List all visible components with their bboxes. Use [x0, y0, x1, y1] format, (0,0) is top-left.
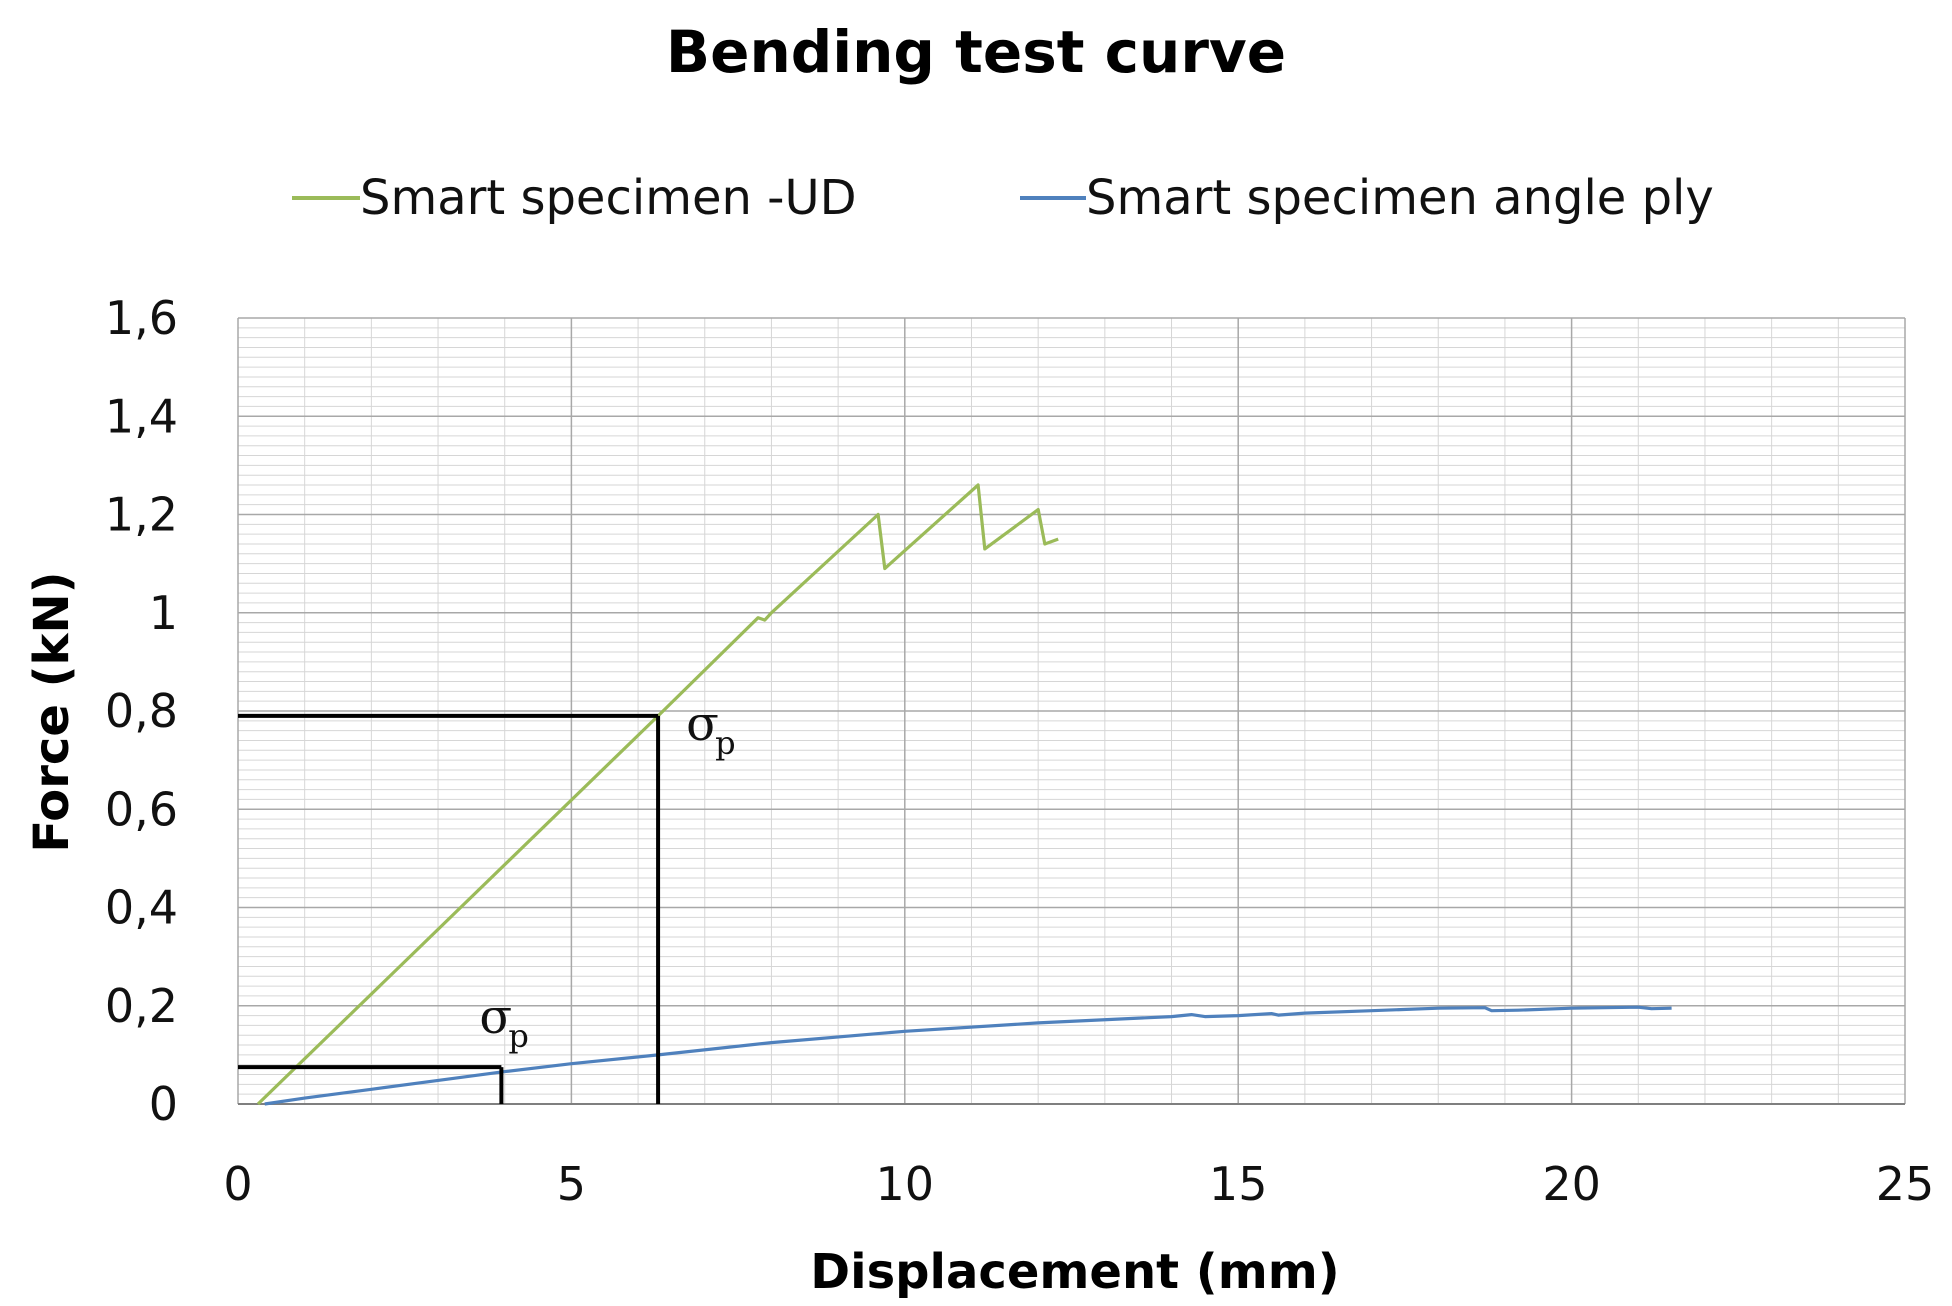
x-tick-label: 0: [223, 1157, 252, 1211]
y-tick-label: 1,2: [105, 488, 178, 542]
y-tick-label: 1,6: [105, 291, 178, 345]
annotation-sigma-label: σ: [686, 696, 719, 752]
annotation-sigma-subscript: p: [715, 724, 735, 762]
series-line-ud: [256, 483, 1059, 1106]
annotation-sigma-label: σ: [479, 989, 512, 1045]
x-tick-label: 15: [1209, 1157, 1268, 1211]
y-tick-label: 0,6: [105, 782, 178, 836]
x-axis-label: Displacement (mm): [810, 1244, 1339, 1300]
x-tick-label: 25: [1876, 1157, 1935, 1211]
y-axis-ticks: 0 0,2 0,4 0,6 0,8 1 1,2 1,4 1,6: [105, 291, 178, 1131]
legend-item-ud: Smart specimen -UD: [292, 170, 857, 226]
y-tick-label: 0,8: [105, 684, 178, 738]
legend-label-ud: Smart specimen -UD: [360, 170, 857, 226]
y-tick-label: 0,4: [105, 881, 178, 935]
legend-item-angle-ply: Smart specimen angle ply: [1020, 170, 1714, 226]
y-tick-label: 0,2: [105, 979, 178, 1033]
legend: Smart specimen -UD Smart specimen angle …: [292, 170, 1714, 226]
chart-title: Bending test curve: [666, 18, 1286, 86]
y-tick-label: 1,4: [105, 389, 178, 443]
series-layer: [256, 483, 1672, 1106]
gridlines: [237, 317, 1906, 1105]
x-tick-label: 5: [557, 1157, 586, 1211]
x-axis-ticks: 0 5 10 15 20 25: [223, 1157, 1934, 1211]
legend-label-angle-ply: Smart specimen angle ply: [1086, 170, 1714, 226]
x-tick-label: 20: [1542, 1157, 1601, 1211]
x-tick-label: 10: [876, 1157, 935, 1211]
y-tick-label: 0: [149, 1077, 178, 1131]
y-axis-label: Force (kN): [24, 571, 80, 852]
series-line-angle-ply: [264, 1005, 1672, 1106]
y-tick-label: 1: [149, 586, 178, 640]
annotation-sigma-subscript: p: [508, 1017, 528, 1055]
